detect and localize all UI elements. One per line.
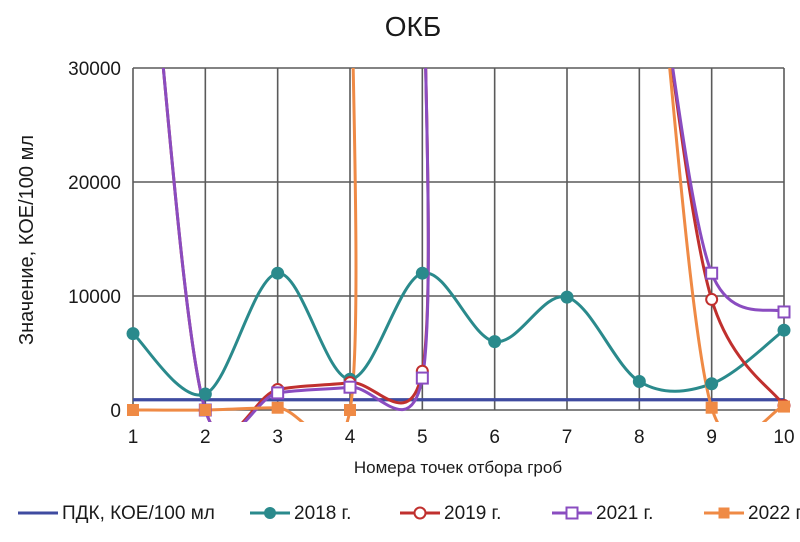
x-tick-label: 7	[562, 427, 573, 448]
data-point	[705, 292, 719, 306]
legend-label: 2019 г.	[444, 503, 501, 524]
data-point	[198, 387, 212, 401]
legend-label: 2018 г.	[294, 503, 351, 524]
x-tick-label: 10	[773, 427, 794, 448]
data-point	[271, 266, 285, 280]
y-tick-labels: 0 10000 20000 30000	[68, 59, 121, 422]
data-point	[271, 386, 285, 400]
legend-marker	[413, 506, 427, 520]
series-line-4	[132, 68, 785, 422]
data-point	[777, 305, 791, 319]
y-tick-label: 20000	[68, 173, 121, 194]
chart-title: ОКБ	[385, 11, 441, 42]
series-path	[671, 68, 785, 314]
data-point	[415, 266, 429, 280]
series-path	[670, 68, 786, 407]
data-point	[415, 371, 429, 385]
data-point	[632, 375, 646, 388]
markers-layer	[126, 266, 791, 417]
x-axis-label: Номера точек отбора гроб	[354, 458, 562, 477]
data-point	[271, 401, 284, 414]
legend-item: 2018 г.	[250, 503, 351, 524]
x-tick-label: 3	[272, 427, 283, 448]
data-point	[777, 323, 791, 337]
x-tick-label: 5	[417, 427, 428, 448]
legend-label: 2022 г.	[748, 503, 800, 524]
y-tick-label: 30000	[68, 59, 121, 80]
series-layer	[131, 68, 786, 422]
legend-label: 2021 г.	[596, 503, 653, 524]
data-point	[343, 380, 357, 394]
legend: ПДК, КОЕ/100 мл 2018 г. 2019 г. 2021 г. 2022…	[18, 503, 800, 524]
series-line-2	[161, 68, 786, 422]
y-axis-label: Значение, КОЕ/100 мл	[16, 135, 38, 345]
data-point	[705, 401, 718, 414]
series-line-3	[161, 68, 785, 422]
series-line-1	[131, 271, 785, 397]
y-tick-label: 10000	[68, 287, 121, 308]
series-path	[161, 68, 430, 422]
data-point	[199, 404, 212, 416]
data-point	[344, 404, 356, 416]
x-tick-label: 6	[489, 427, 500, 448]
x-tick-labels: 1 2 3 4 5 6 7 8 9 10	[128, 427, 795, 448]
legend-marker	[264, 507, 276, 519]
y-tick-label: 0	[110, 401, 121, 422]
series-path	[668, 68, 785, 422]
x-tick-label: 2	[200, 427, 211, 448]
data-point	[488, 335, 502, 349]
legend-item: ПДК, КОЕ/100 мл	[18, 503, 215, 524]
data-point	[560, 290, 574, 304]
x-tick-label: 1	[128, 427, 139, 448]
data-point	[705, 377, 719, 391]
legend-item: 2021 г.	[552, 503, 653, 524]
x-tick-label: 8	[634, 427, 645, 448]
legend-label: ПДК, КОЕ/100 мл	[62, 503, 215, 524]
data-point	[126, 327, 140, 341]
data-point	[705, 266, 719, 280]
data-point	[127, 404, 139, 416]
series-path	[131, 271, 785, 397]
legend-marker	[565, 506, 579, 520]
legend-item: 2019 г.	[400, 503, 501, 524]
x-tick-label: 4	[345, 427, 356, 448]
legend-marker	[718, 507, 730, 519]
x-tick-label: 9	[706, 427, 717, 448]
data-point	[778, 400, 790, 413]
legend-item: 2022 г.	[704, 503, 800, 524]
